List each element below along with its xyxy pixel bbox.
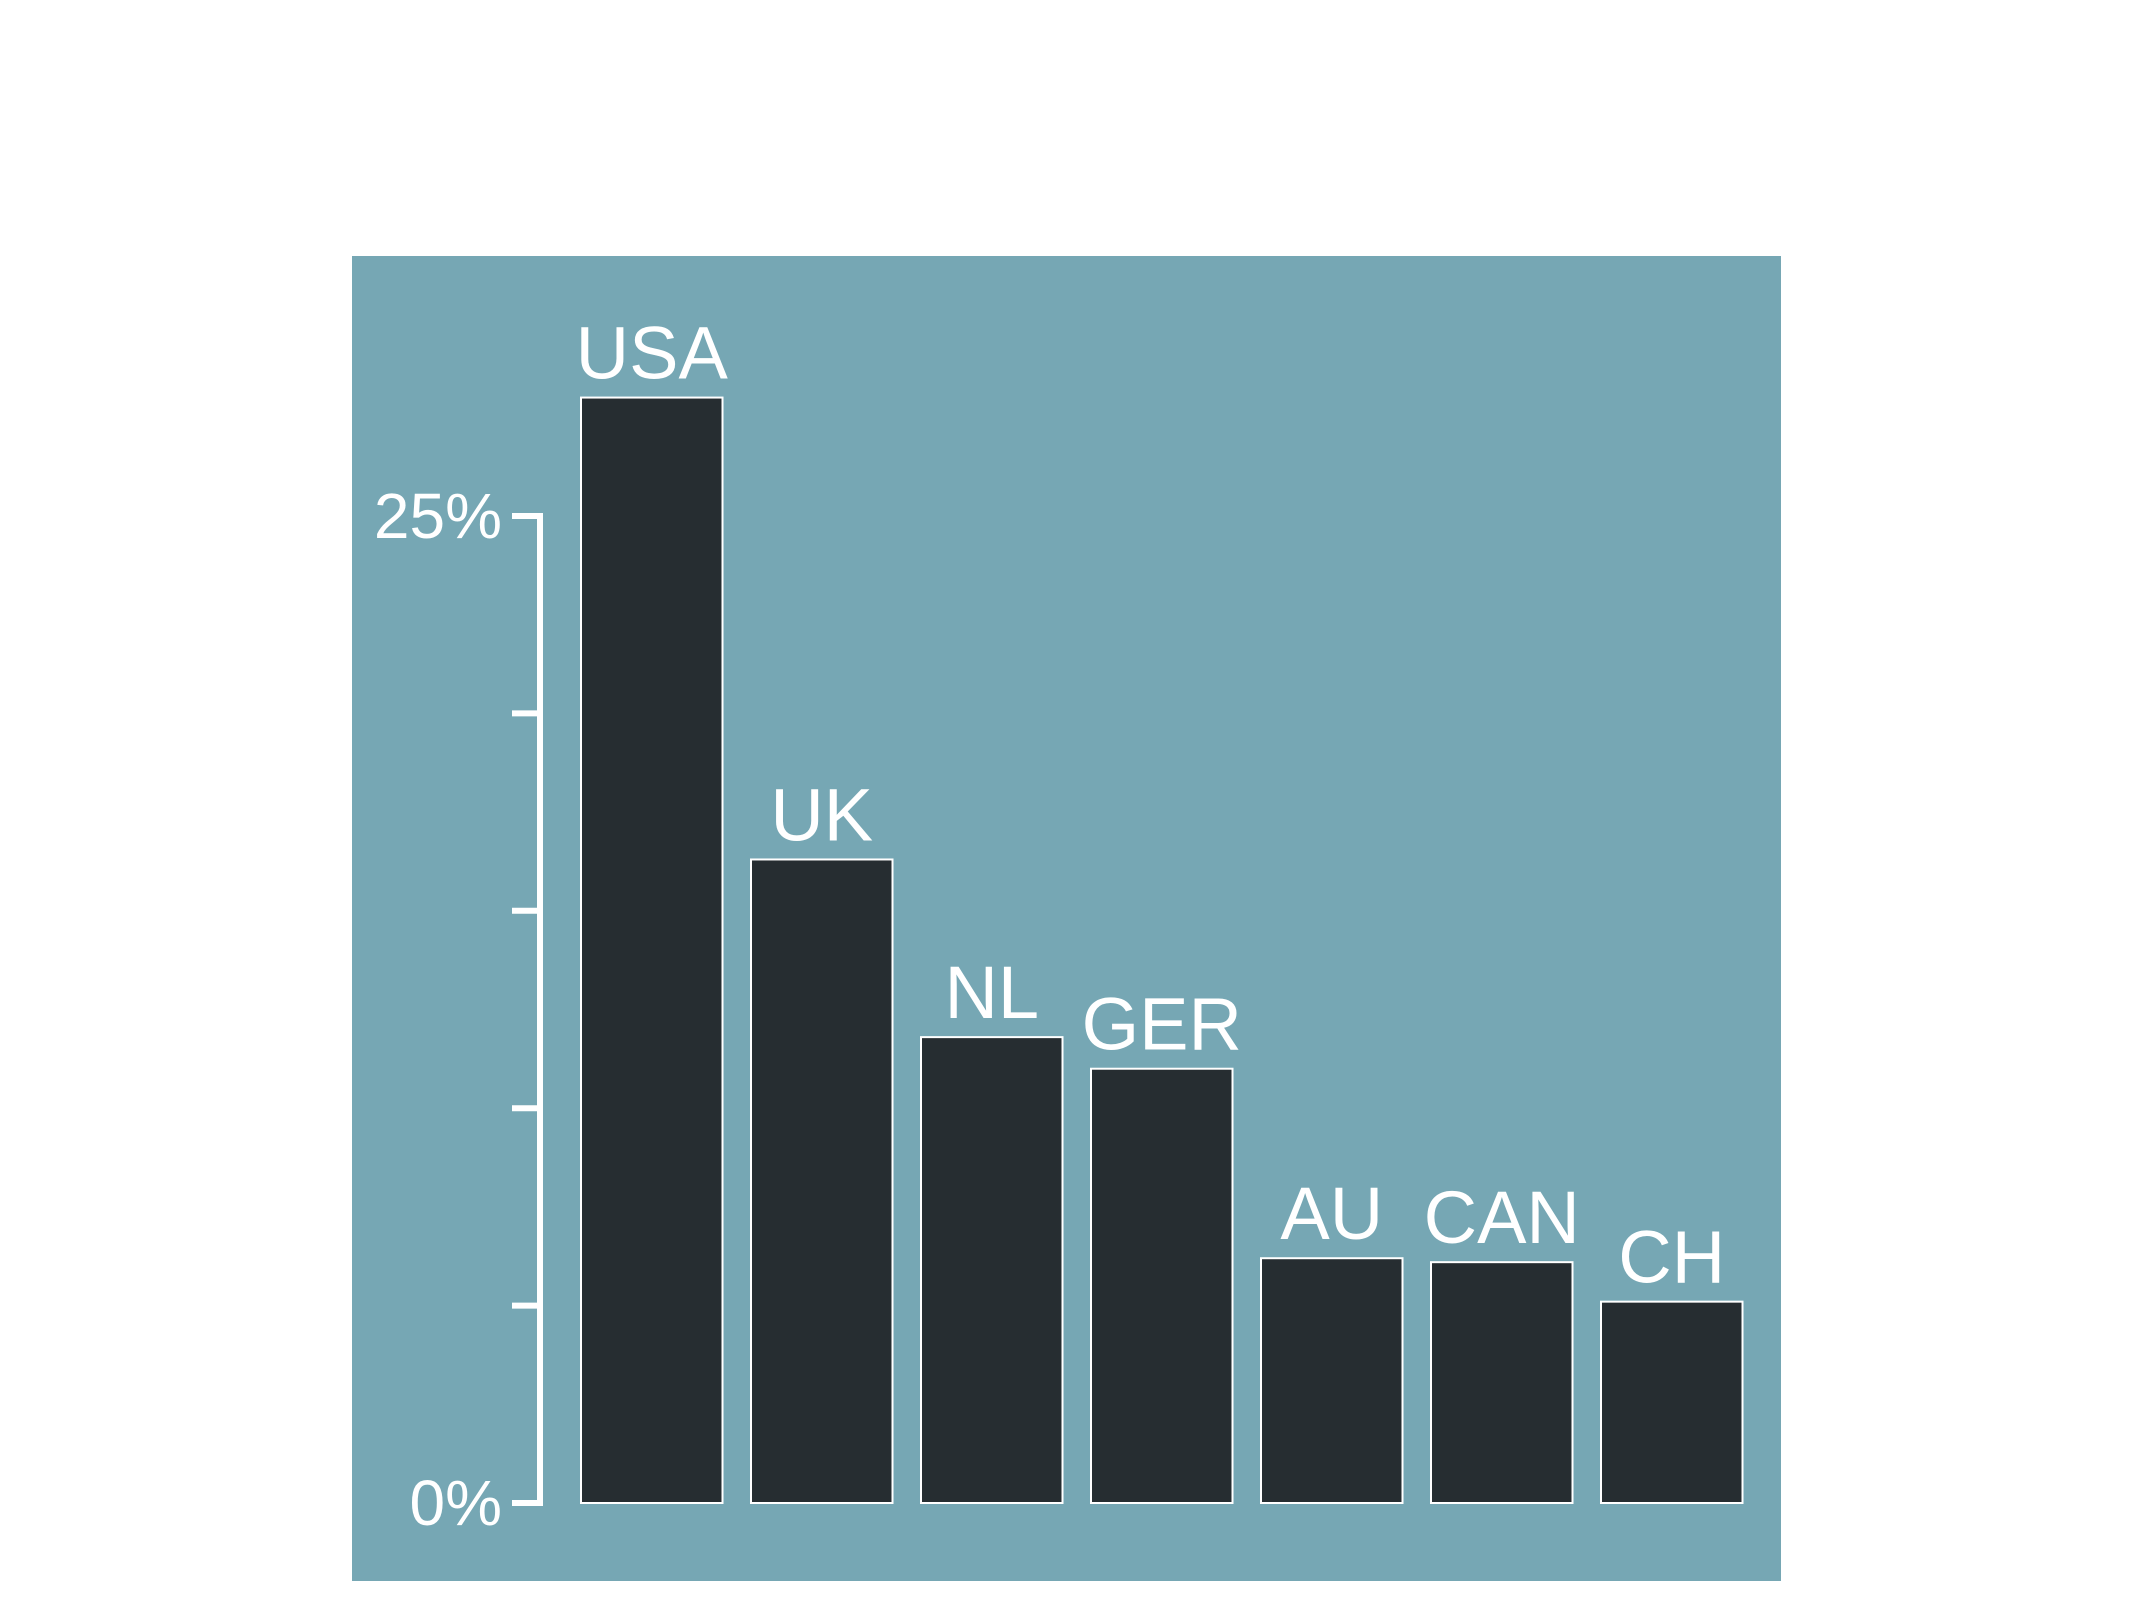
bar bbox=[750, 858, 894, 1504]
bar-label: GER bbox=[1082, 983, 1242, 1066]
bar-label: CAN bbox=[1424, 1176, 1580, 1259]
bar bbox=[1090, 1067, 1234, 1504]
y-tick-label: 0% bbox=[410, 1467, 503, 1539]
bar-label: CH bbox=[1618, 1216, 1725, 1299]
bar bbox=[580, 396, 724, 1504]
bar-label: NL bbox=[944, 951, 1039, 1034]
bar bbox=[1260, 1257, 1404, 1504]
bar bbox=[1600, 1300, 1744, 1504]
bar-label: AU bbox=[1280, 1172, 1383, 1255]
bar bbox=[1430, 1261, 1574, 1504]
y-tick-label: 25% bbox=[374, 480, 502, 552]
bar bbox=[920, 1036, 1064, 1504]
bar-label: UK bbox=[770, 773, 873, 856]
bar-label: USA bbox=[576, 312, 729, 395]
